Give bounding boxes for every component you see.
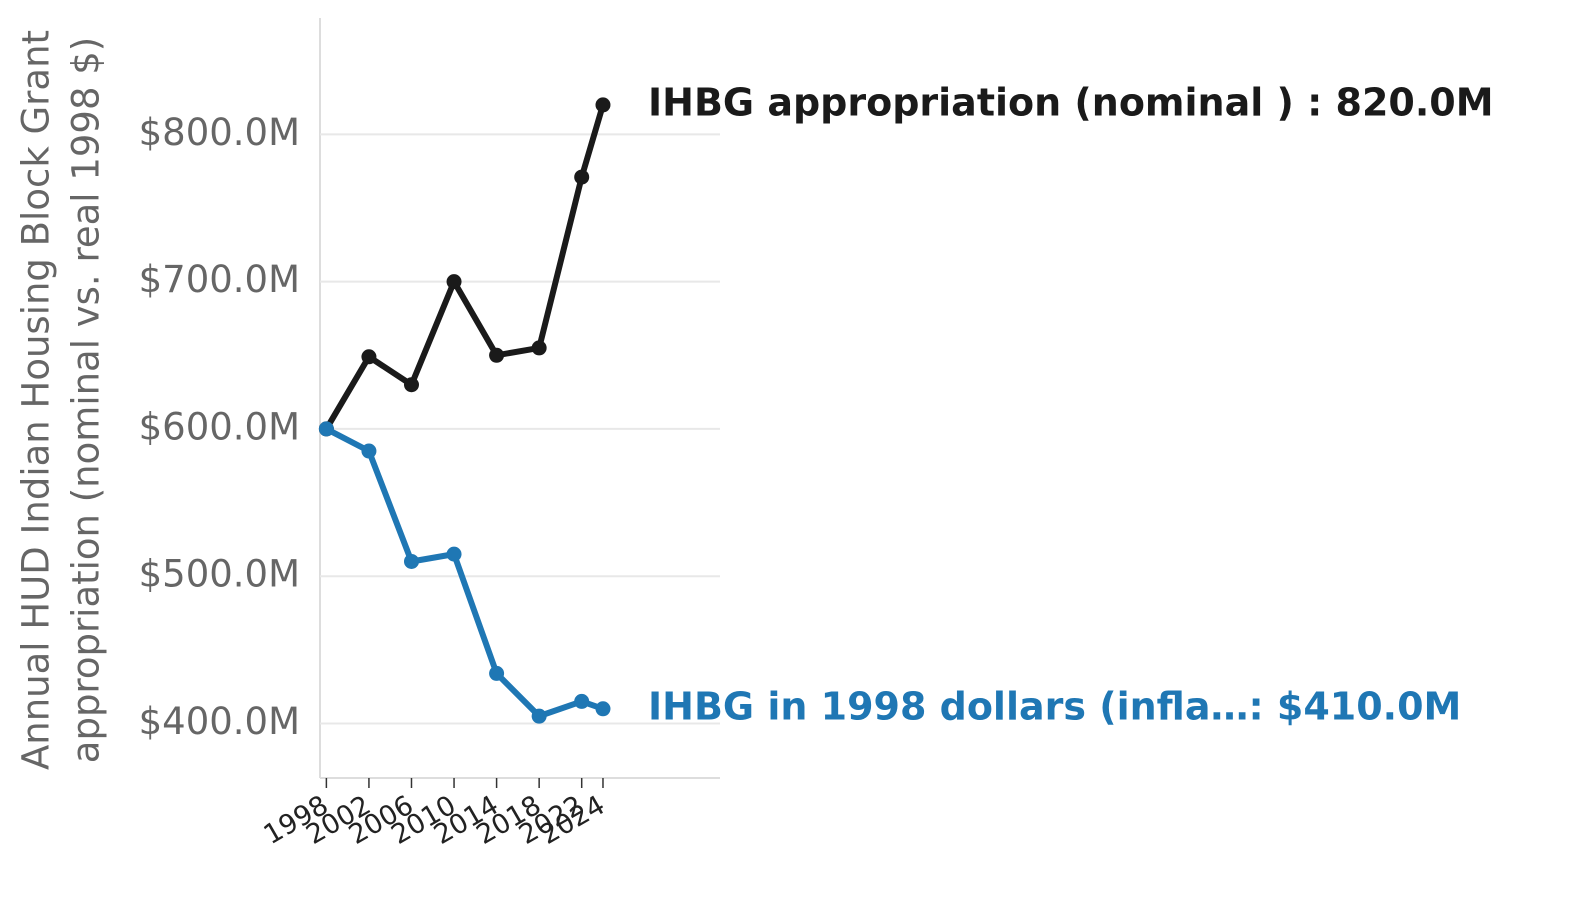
- y-tick-label: $500.0M: [139, 553, 300, 596]
- point: [446, 546, 462, 562]
- point: [531, 340, 547, 356]
- point: [318, 421, 334, 437]
- series-line: [325, 426, 604, 720]
- y-axis-title: Annual HUD Indian Housing Block Grant ap…: [15, 30, 108, 770]
- y-axis-title-line: Annual HUD Indian Housing Block Grant: [15, 30, 58, 770]
- series-line: [323, 104, 606, 431]
- point: [403, 553, 419, 569]
- point: [446, 274, 462, 290]
- y-tick-label: $600.0M: [139, 405, 300, 448]
- point: [361, 349, 377, 365]
- point: [574, 169, 590, 185]
- point: [595, 701, 611, 717]
- y-tick-label: $700.0M: [139, 258, 300, 301]
- point: [489, 665, 505, 681]
- point: [531, 708, 547, 724]
- y-axis-title-line: appropriation (nominal vs. real 1998 $): [65, 37, 108, 763]
- point: [361, 443, 377, 459]
- point: [403, 377, 419, 393]
- y-tick-label: $800.0M: [139, 111, 300, 154]
- point: [574, 693, 590, 709]
- point: [595, 97, 611, 113]
- end-label: IHBG appropriation (nominal ) : 820.0M: [648, 80, 1494, 124]
- y-tick-label: $400.0M: [139, 700, 300, 743]
- point: [489, 347, 505, 363]
- end-label: IHBG in 1998 dollars (infla…: $410.0M: [648, 684, 1461, 728]
